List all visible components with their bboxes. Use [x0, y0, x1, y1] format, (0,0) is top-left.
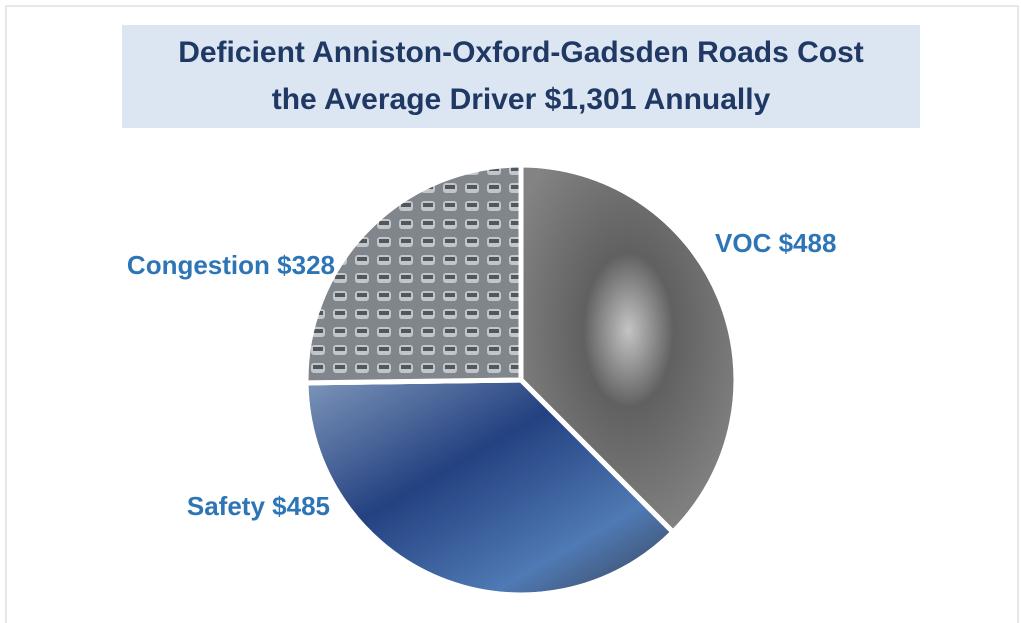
slice-label: Safety $485: [187, 491, 330, 521]
slice-category: Congestion: [127, 250, 270, 280]
slice-texture: [303, 162, 524, 386]
slice-value-label: $485: [272, 491, 330, 521]
slice-value-label: $488: [779, 228, 837, 258]
slice-category: VOC: [715, 228, 772, 258]
slice-label: VOC $488: [715, 228, 836, 258]
slice-texture: [303, 377, 677, 598]
slice-label: Congestion $328: [127, 250, 335, 280]
slice-value-label: $328: [277, 250, 335, 280]
pie: [303, 162, 739, 598]
chart-title: Deficient Anniston-Oxford-Gadsden Roads …: [178, 36, 864, 69]
slice-category: Safety: [187, 491, 266, 521]
chart-title: the Average Driver $1,301 Annually: [272, 83, 771, 116]
frame: [5, 5, 1019, 623]
slice-texture: [518, 162, 739, 536]
title-box: [122, 25, 920, 128]
